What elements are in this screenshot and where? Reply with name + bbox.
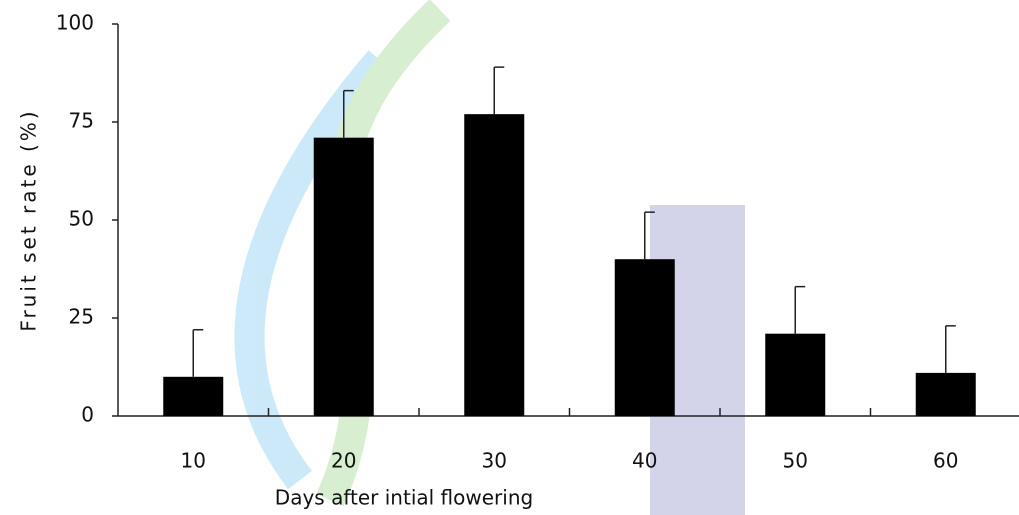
x-tick-label: 20 [331,449,356,473]
y-axis-title: Fruit set rate (%) [17,108,41,331]
x-tick-label: 40 [632,449,657,473]
y-tick-label: 75 [69,109,94,133]
bar [163,377,223,416]
bar [765,334,825,416]
chart: Days after intial flowering Fruit set ra… [0,0,1019,515]
bar [464,114,524,416]
bar [916,373,976,416]
x-tick-label: 10 [181,449,206,473]
x-tick-label: 30 [482,449,507,473]
bar [615,259,675,416]
x-tick-label: 50 [783,449,808,473]
y-tick-label: 100 [56,11,94,35]
y-tick-label: 25 [69,305,94,329]
y-tick-label: 50 [69,207,94,231]
x-axis-title: Days after intial flowering [275,486,533,510]
bar [314,138,374,416]
y-tick-label: 0 [81,403,94,427]
x-tick-label: 60 [933,449,958,473]
